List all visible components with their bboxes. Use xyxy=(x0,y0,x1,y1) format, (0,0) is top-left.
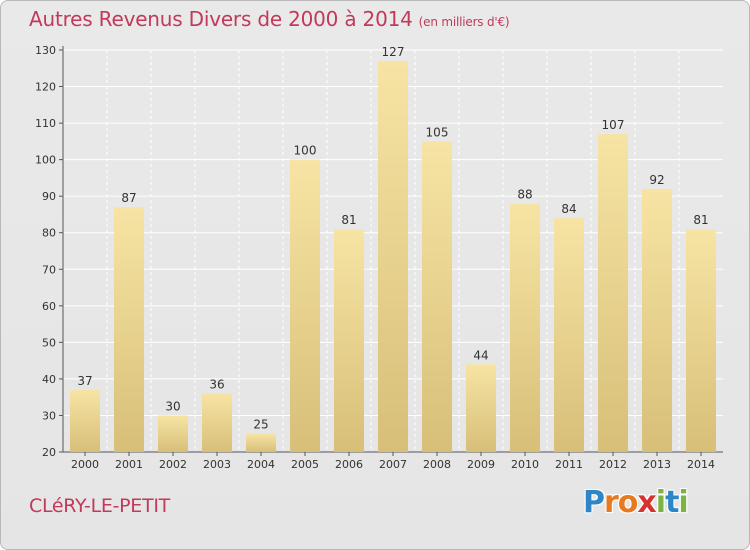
y-tick-labels: 20 30 40 50 60 70 80 90 100 110 120 130 xyxy=(35,44,63,459)
x-tick-label: 2013 xyxy=(643,458,671,471)
bars xyxy=(70,60,716,453)
commune-name: CLéRY-LE-PETIT xyxy=(29,495,170,517)
proxiti-logo: Proxiti xyxy=(583,485,689,520)
bar xyxy=(202,393,232,452)
bar xyxy=(378,60,408,453)
bar xyxy=(422,141,452,452)
y-tick-label: 30 xyxy=(42,409,56,422)
logo-letter: i xyxy=(678,485,688,520)
bar xyxy=(290,159,320,453)
x-tick-label: 2000 xyxy=(71,458,99,471)
bar-value-label: 92 xyxy=(649,173,664,187)
value-labels: 37 87 30 36 25 100 81 127 105 44 88 84 107 92 81 xyxy=(77,45,708,432)
y-tick-label: 60 xyxy=(42,300,56,313)
bar-value-label: 105 xyxy=(426,125,449,139)
chart-title-text: Autres Revenus Divers de 2000 à 2014 xyxy=(29,7,413,31)
bar xyxy=(70,389,100,452)
bar xyxy=(642,188,672,452)
x-tick-label: 2002 xyxy=(159,458,187,471)
logo-letter: P xyxy=(583,485,605,520)
bar-value-label: 37 xyxy=(77,374,92,388)
x-tick-labels: 2000 2001 2002 2003 2004 2005 2006 2007 2008 2009… xyxy=(71,452,715,471)
bar-value-label: 30 xyxy=(165,399,180,413)
bar-value-label: 44 xyxy=(473,348,488,362)
x-tick-label: 2007 xyxy=(379,458,407,471)
chart-title: Autres Revenus Divers de 2000 à 2014 (en … xyxy=(29,7,510,31)
y-tick-label: 40 xyxy=(42,373,56,386)
x-tick-label: 2014 xyxy=(687,458,715,471)
bar xyxy=(598,134,628,452)
bar xyxy=(686,229,716,452)
bar-value-label: 127 xyxy=(382,45,405,59)
logo-letter: t xyxy=(665,485,679,520)
bar-value-label: 81 xyxy=(341,213,356,227)
bar-value-label: 84 xyxy=(561,202,576,216)
y-tick-label: 120 xyxy=(35,81,56,94)
bar xyxy=(334,229,364,452)
x-tick-label: 2004 xyxy=(247,458,275,471)
logo-letter: x xyxy=(637,485,656,520)
x-tick-label: 2010 xyxy=(511,458,539,471)
x-tick-label: 2006 xyxy=(335,458,363,471)
x-tick-label: 2011 xyxy=(555,458,583,471)
chart-unit-label: (en milliers d'€) xyxy=(418,15,510,29)
bar xyxy=(466,364,496,452)
bar xyxy=(114,207,144,452)
bar-value-label: 81 xyxy=(693,213,708,227)
y-tick-label: 70 xyxy=(42,263,56,276)
y-tick-label: 100 xyxy=(35,154,56,167)
y-tick-label: 110 xyxy=(35,117,56,130)
x-tick-label: 2009 xyxy=(467,458,495,471)
logo-letter: o xyxy=(617,485,639,520)
y-tick-label: 20 xyxy=(42,446,56,459)
y-tick-label: 80 xyxy=(42,227,56,240)
logo-letter: r xyxy=(604,485,619,520)
bar-value-label: 36 xyxy=(209,378,224,392)
bar xyxy=(246,433,276,452)
y-tick-label: 130 xyxy=(35,44,56,57)
bar xyxy=(554,218,584,452)
x-tick-label: 2008 xyxy=(423,458,451,471)
bar-value-label: 107 xyxy=(602,118,625,132)
y-tick-label: 50 xyxy=(42,336,56,349)
y-tick-label: 90 xyxy=(42,190,56,203)
x-tick-label: 2003 xyxy=(203,458,231,471)
bar xyxy=(158,415,188,452)
bar-value-label: 25 xyxy=(253,418,268,432)
bar-value-label: 100 xyxy=(294,144,317,158)
x-tick-label: 2012 xyxy=(599,458,627,471)
bar xyxy=(510,203,540,452)
x-tick-label: 2001 xyxy=(115,458,143,471)
bar-value-label: 88 xyxy=(517,187,532,201)
x-tick-label: 2005 xyxy=(291,458,319,471)
bar-value-label: 87 xyxy=(121,191,136,205)
logo-letter: i xyxy=(655,485,666,520)
